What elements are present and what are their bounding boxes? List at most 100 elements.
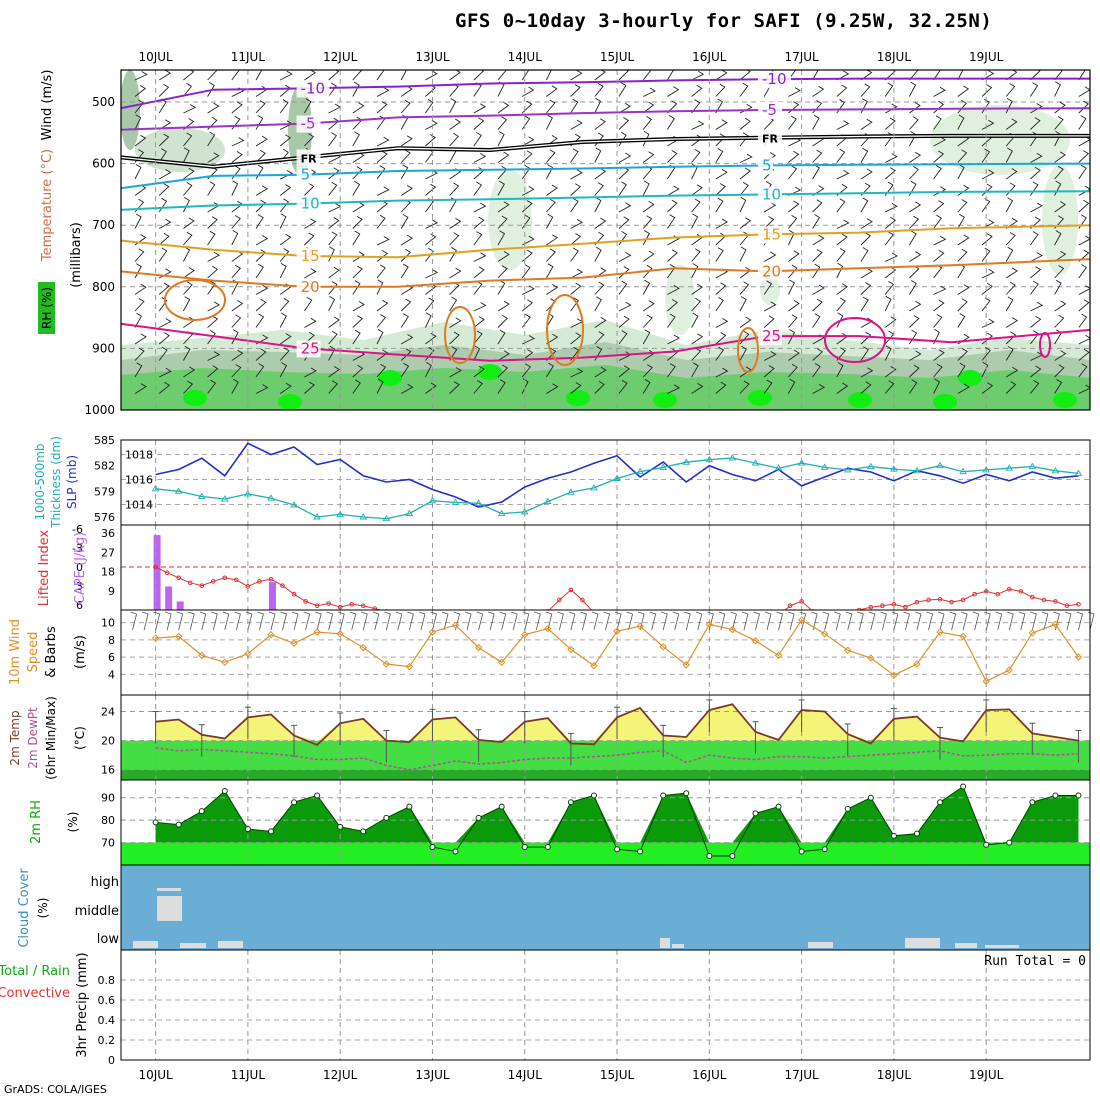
thickness-point [913, 466, 921, 474]
wind-barb [521, 299, 534, 312]
rh-upper-patch-3 [488, 170, 532, 270]
wind-barb [352, 329, 361, 345]
date-label-bottom-14JUL: 14JUL [508, 1068, 543, 1082]
wind-barb [667, 86, 680, 97]
wind-barb [231, 314, 242, 328]
isotherm-label-20: 20 [762, 262, 781, 280]
lifted-point [303, 599, 308, 604]
isotherm--5 [121, 107, 1090, 131]
li-tick-2: 0 [76, 561, 83, 574]
wind-barb [328, 117, 340, 130]
wind-barb [933, 214, 943, 229]
wind-barb [449, 296, 458, 312]
wind-barb [715, 282, 727, 295]
wind-barb [497, 364, 509, 378]
rh-blob-4 [566, 390, 590, 406]
wind10-barb [188, 611, 195, 631]
wind-barb [1078, 384, 1090, 394]
wind-barb [933, 235, 947, 246]
wind10-barb [257, 611, 264, 631]
wind-barb [957, 85, 970, 97]
lifted-point [568, 587, 574, 593]
wind-speed-point [382, 660, 391, 668]
wind-barb [546, 347, 557, 361]
date-label-bottom-17JUL: 17JUL [784, 1068, 819, 1082]
wind-barb [545, 70, 552, 81]
wind-barb [594, 246, 602, 262]
wind-barb [449, 70, 461, 81]
precip-run-total: Run Total = 0 [984, 954, 1086, 969]
wind-barb [328, 345, 336, 361]
thickness-tick-582: 582 [94, 460, 115, 473]
lifted-point [719, 615, 723, 619]
li-tick-3: 3 [76, 580, 83, 593]
wind-barb [521, 349, 534, 361]
wind-barb [352, 201, 365, 213]
wind-barb [207, 330, 216, 345]
wind-speed-point [313, 628, 321, 636]
wind10-barb [903, 611, 910, 631]
wind-barb [1030, 231, 1039, 246]
thickness-point [405, 509, 414, 517]
wind-barb [836, 362, 844, 378]
thickness-label-1: 1000-500mb [33, 443, 47, 520]
wind-barb [425, 183, 437, 196]
wind-barb [231, 137, 245, 147]
wind10-barb [591, 611, 599, 631]
isotherm-label-15: 15 [762, 225, 781, 243]
rh-point [590, 792, 597, 799]
rh-point [267, 828, 274, 835]
wind-barb [884, 82, 894, 97]
wind-barb [352, 379, 361, 394]
wind-barb [425, 233, 437, 246]
lifted-point [500, 615, 504, 619]
isotherm-label-bg [758, 328, 782, 346]
wind10-barb [972, 611, 980, 631]
wind-barb [207, 379, 217, 394]
wind-barb [981, 247, 991, 262]
lifted-point [187, 580, 193, 586]
thickness-point [728, 454, 737, 461]
wind10-barb [960, 611, 968, 631]
wind-barb [812, 384, 826, 394]
wind-barb [618, 266, 630, 279]
wind-barb [1005, 168, 1018, 180]
wind-barb [183, 132, 193, 147]
wind-barb [836, 148, 846, 163]
wind-barb [1054, 379, 1063, 394]
wind-barb [812, 284, 825, 295]
wind-barb [328, 132, 338, 147]
wind-barb [909, 379, 918, 394]
lifted-point [914, 599, 920, 605]
wind-speed-point [728, 625, 737, 634]
lifted-point [983, 589, 989, 594]
wind-barb [207, 131, 216, 147]
wind-barb [957, 114, 965, 130]
wind-barb [981, 332, 993, 345]
wind-barb [667, 70, 674, 81]
cloud-bg [121, 865, 1090, 950]
lifted-point [557, 597, 562, 603]
thickness-point [636, 467, 644, 475]
wind-barb [449, 182, 460, 196]
wind-barb [1078, 199, 1090, 213]
wind-barb [376, 136, 390, 147]
wind-barb [860, 367, 874, 378]
isotherm-label-FR: FR [762, 133, 779, 146]
wind-barb [642, 130, 650, 147]
upper-label-temp: Temperature (°C) [40, 149, 55, 262]
wind-speed-point [267, 630, 275, 639]
slp-tick-1016: 1016 [125, 474, 153, 487]
wind-barb [521, 86, 535, 97]
wind-barb [570, 119, 583, 130]
thickness-point [428, 496, 437, 504]
temp-loop-4 [1039, 332, 1051, 358]
wind-barb [425, 99, 434, 114]
isotherm-label-FR: FR [301, 152, 318, 165]
wind-barb [425, 148, 434, 163]
wind-barb [763, 280, 773, 295]
wind-barb [981, 282, 993, 295]
wind10-barb [695, 611, 703, 631]
wind-barb [691, 283, 704, 295]
wind-barb [182, 197, 190, 213]
